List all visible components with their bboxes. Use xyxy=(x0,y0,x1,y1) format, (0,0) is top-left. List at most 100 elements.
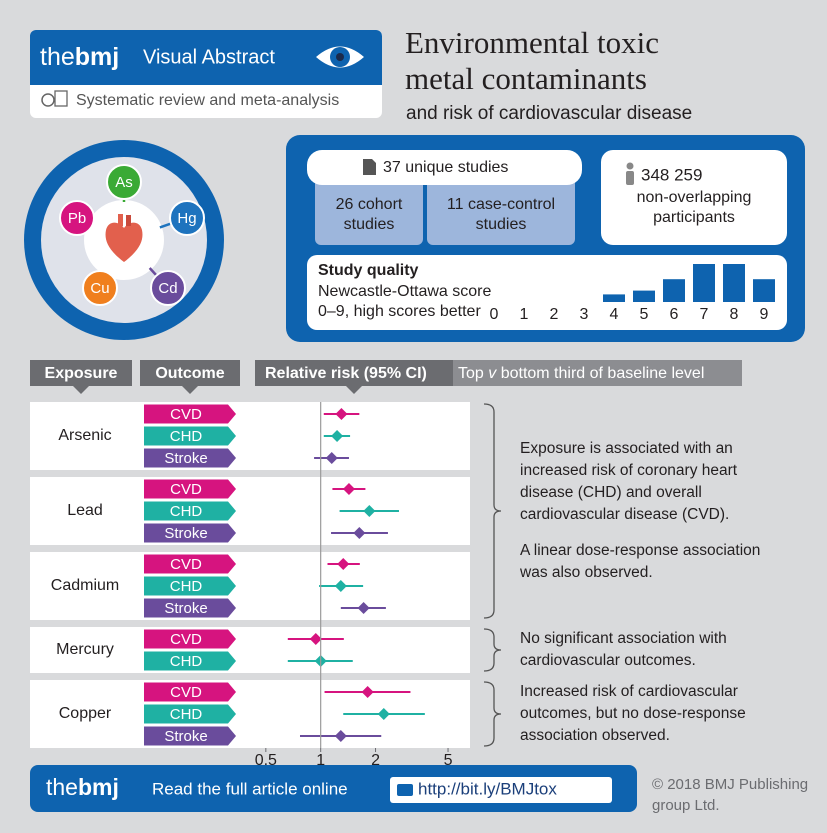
point-estimate xyxy=(334,580,347,592)
note-line: increased risk of coronary heart xyxy=(520,462,738,479)
outcome-tag xyxy=(144,651,236,671)
x-tick-label: 5 xyxy=(640,306,649,323)
exposure-name: Arsenic xyxy=(58,427,111,444)
bar xyxy=(663,279,685,302)
footer-link[interactable]: http://bit.ly/BMJtox xyxy=(418,779,557,798)
x-tick-label: 1 xyxy=(520,306,529,323)
note-line: Exposure is associated with an xyxy=(520,440,733,457)
exposure-name: Copper xyxy=(59,705,112,722)
metal-symbol: Hg xyxy=(177,210,196,227)
metal-symbol: As xyxy=(115,174,133,191)
note-line: A linear dose-response association xyxy=(520,542,760,559)
note-line: No significant association with xyxy=(520,630,727,647)
bar xyxy=(723,264,745,302)
x-tick-label: 3 xyxy=(580,306,589,323)
cohort-studies: 26 cohort xyxy=(336,196,403,213)
brace xyxy=(483,681,502,747)
person-icon xyxy=(626,171,634,185)
brand-the: the xyxy=(46,774,78,800)
participants-number: 348 259 xyxy=(641,165,702,184)
point-estimate xyxy=(353,527,366,539)
outcome-name: CVD xyxy=(170,406,202,423)
outcome-name: Stroke xyxy=(164,728,207,745)
outcome-name: CHD xyxy=(170,578,203,595)
exposure-row xyxy=(30,402,470,470)
exposure-name: Mercury xyxy=(56,641,114,658)
header-pointer xyxy=(73,386,89,394)
bar xyxy=(633,290,655,302)
outcome-tag xyxy=(144,448,236,468)
x-note: Top v bottom third of baseline level xyxy=(458,365,704,382)
metal-badge xyxy=(169,200,205,236)
cohort-studies: studies xyxy=(344,216,395,233)
brand: thebmj xyxy=(40,43,119,71)
x-tick-label: 7 xyxy=(700,306,709,323)
participants-label: non-overlapping xyxy=(637,189,752,206)
doc-icon xyxy=(363,159,376,175)
title: metal contaminants xyxy=(405,61,647,96)
point-estimate xyxy=(342,483,355,495)
copyright: © 2018 BMJ Publishing xyxy=(652,776,808,793)
heart-vessel xyxy=(118,214,123,226)
exposure-row xyxy=(30,627,470,673)
title-sub: and risk of cardiovascular disease xyxy=(406,103,692,124)
note-line: cardiovascular disease (CVD). xyxy=(520,506,729,523)
header-pointer xyxy=(182,386,198,394)
x-tick-label: 8 xyxy=(730,306,739,323)
person-icon xyxy=(626,162,634,170)
quality-subtitle: 0–9, high scores better xyxy=(318,303,481,320)
point-estimate xyxy=(309,633,322,645)
outcome-name: CVD xyxy=(170,556,202,573)
bar xyxy=(603,294,625,302)
point-estimate xyxy=(361,686,374,698)
x-tick-label: 0.5 xyxy=(255,752,277,769)
quality-chart: 0 1 2 3 4 5 6 7 8 9 xyxy=(490,264,775,323)
outcome-tag xyxy=(144,501,236,521)
outcome-tag xyxy=(144,704,236,724)
x-note-part: Top xyxy=(458,365,488,382)
metal-badge xyxy=(59,200,95,236)
eye-pupil xyxy=(336,53,344,61)
outcome-tag xyxy=(144,554,236,574)
quality-box xyxy=(307,255,787,330)
x-tick-label: 4 xyxy=(610,306,619,323)
link-box[interactable] xyxy=(390,777,612,803)
point-estimate xyxy=(377,708,390,720)
metals: As Hg Cd Cu Pb xyxy=(59,164,205,306)
heart xyxy=(105,222,143,262)
note-line: Increased risk of cardiovascular xyxy=(520,683,738,700)
header-band xyxy=(30,30,382,85)
quality-title: Study quality xyxy=(318,262,419,279)
x-tick-label: 2 xyxy=(550,306,559,323)
metal-badge xyxy=(106,164,142,200)
cohort-box xyxy=(315,178,423,245)
outcome-name: Stroke xyxy=(164,600,207,617)
metal-badge xyxy=(82,270,118,306)
x-tick-label: 2 xyxy=(371,752,380,769)
point-estimate xyxy=(334,730,347,742)
header-tab xyxy=(453,360,742,386)
outcome-name: CVD xyxy=(170,481,202,498)
outcome-name: CHD xyxy=(170,706,203,723)
outcome-tag xyxy=(144,426,236,446)
point-estimate xyxy=(357,602,370,614)
exposure-name: Cadmium xyxy=(51,577,119,594)
outcome-tag xyxy=(144,598,236,618)
header-tab xyxy=(255,360,453,386)
point-estimate xyxy=(337,558,350,570)
outcome-tag xyxy=(144,479,236,499)
exposure-name: Lead xyxy=(67,502,103,519)
note-line: cardiovascular outcomes. xyxy=(520,652,696,669)
note-line: was also observed. xyxy=(519,564,653,581)
header-tab xyxy=(30,360,132,386)
x-tick-label: 1 xyxy=(316,752,325,769)
x-note-part: bottom third of baseline level xyxy=(496,365,704,382)
case-control-box xyxy=(427,178,575,245)
participants-label: participants xyxy=(653,209,735,226)
outcome-name: CVD xyxy=(170,684,202,701)
exposure-row xyxy=(30,552,470,620)
case-control-studies: studies xyxy=(476,216,527,233)
heart-vessel xyxy=(126,215,131,226)
participants-box xyxy=(601,150,787,245)
